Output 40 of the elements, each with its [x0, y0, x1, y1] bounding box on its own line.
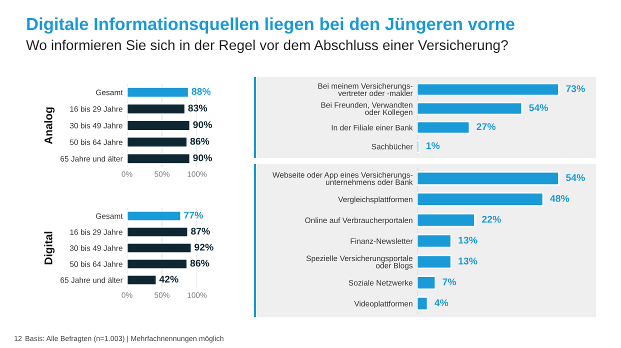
data-label: 22% [482, 216, 501, 223]
bar [127, 210, 182, 222]
data-label: 87% [191, 228, 210, 235]
data-label: 13% [458, 236, 478, 244]
data-label: 86% [190, 138, 210, 145]
bar [417, 234, 452, 248]
bar [127, 274, 158, 286]
bar [417, 102, 523, 116]
y-axis-title: Analog [44, 107, 55, 144]
data-label: 4% [434, 299, 448, 306]
data-label: 54% [566, 174, 585, 182]
data-label: 73% [566, 85, 585, 92]
data-label: 1% [426, 142, 440, 150]
bar [417, 296, 428, 311]
data-label: 54% [529, 104, 548, 112]
bar [417, 171, 560, 186]
bar [417, 212, 476, 228]
bar [127, 226, 189, 238]
data-label: 86% [190, 260, 210, 267]
data-label: 77% [184, 212, 203, 219]
text: Digitale Informationsquellen liegen bei den Jüngeren vorne [27, 17, 514, 34]
bar [127, 258, 188, 270]
bar [417, 192, 544, 206]
data-label: 88% [192, 88, 211, 95]
data-label: 90% [193, 154, 212, 162]
data-label: 90% [193, 121, 212, 128]
bar [417, 276, 436, 290]
data-label: 83% [188, 104, 208, 112]
text: Wo informieren Sie sich in der Regel vor dem Abschluss einer Versicherung? [26, 40, 508, 53]
bar [127, 242, 192, 254]
data-label: 7% [442, 278, 456, 286]
bar [417, 82, 560, 96]
data-label: 27% [476, 123, 496, 130]
bar [417, 254, 452, 270]
y-axis-title: Digital [44, 232, 55, 264]
data-label: 42% [159, 276, 178, 283]
data-label: 48% [550, 195, 570, 202]
data-label: 13% [458, 258, 478, 264]
data-label: 92% [194, 244, 214, 251]
bar [417, 120, 470, 134]
